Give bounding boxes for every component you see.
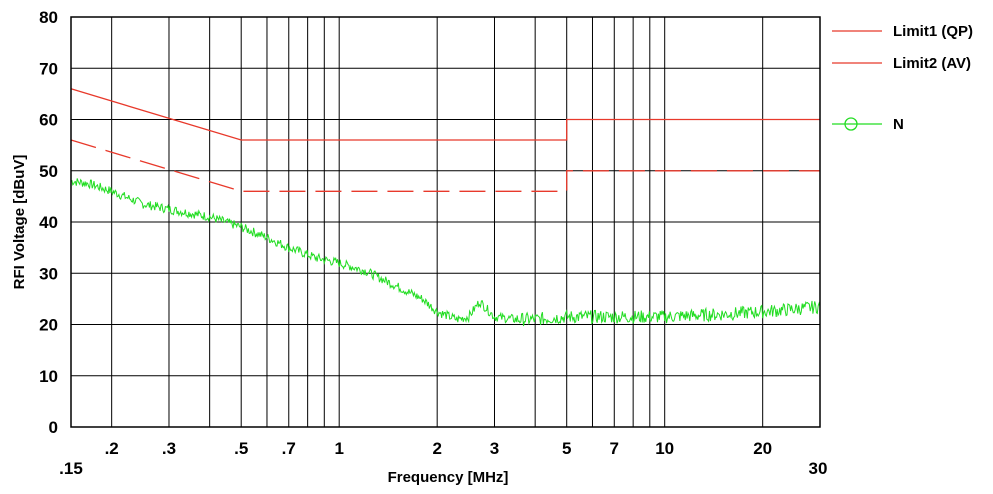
y-tick-label: 0 xyxy=(49,418,58,437)
x-tick-label: 30 xyxy=(809,459,828,478)
x-tick-label: 20 xyxy=(753,439,772,458)
series-line-limit1-qp xyxy=(70,88,820,141)
series-layer xyxy=(70,88,821,327)
grid xyxy=(70,16,821,428)
y-tick-label: 70 xyxy=(39,59,58,78)
series-line-limit2-av xyxy=(70,139,820,192)
legend-label-n: N xyxy=(893,116,904,133)
legend-label-limit2-av: Limit2 (AV) xyxy=(893,55,971,72)
y-tick-label: 50 xyxy=(39,162,58,181)
y-tick-labels: 0 10 20 30 40 50 60 70 80 xyxy=(39,8,58,437)
y-tick-label: 40 xyxy=(39,213,58,232)
x-tick-label: .5 xyxy=(234,439,248,458)
y-tick-label: 60 xyxy=(39,111,58,130)
series-line-n xyxy=(70,178,821,327)
y-axis-label: RFI Voltage [dBuV] xyxy=(11,155,28,290)
legend: Limit1 (QP) Limit2 (AV) N xyxy=(832,23,973,133)
x-tick-label: 10 xyxy=(655,439,674,458)
x-axis-label: Frequency [MHz] xyxy=(388,469,509,486)
y-tick-label: 20 xyxy=(39,316,58,335)
x-tick-label: .7 xyxy=(282,439,296,458)
x-tick-label: 2 xyxy=(432,439,441,458)
legend-label-limit1-qp: Limit1 (QP) xyxy=(893,23,973,40)
y-tick-label: 30 xyxy=(39,264,58,283)
y-tick-label: 80 xyxy=(39,8,58,27)
x-tick-label: 3 xyxy=(490,439,499,458)
x-tick-label: .15 xyxy=(59,459,83,478)
x-tick-label: 5 xyxy=(562,439,571,458)
x-tick-label: .3 xyxy=(162,439,176,458)
y-tick-label: 10 xyxy=(39,367,58,386)
x-tick-label: 1 xyxy=(334,439,343,458)
x-tick-label: 7 xyxy=(610,439,619,458)
plot-frame xyxy=(70,16,821,428)
legend-marker-circle xyxy=(844,117,858,131)
x-tick-labels: .15 .2 .3 .5 .7 1 2 3 5 7 10 20 30 xyxy=(59,439,827,478)
x-tick-label: .2 xyxy=(105,439,119,458)
